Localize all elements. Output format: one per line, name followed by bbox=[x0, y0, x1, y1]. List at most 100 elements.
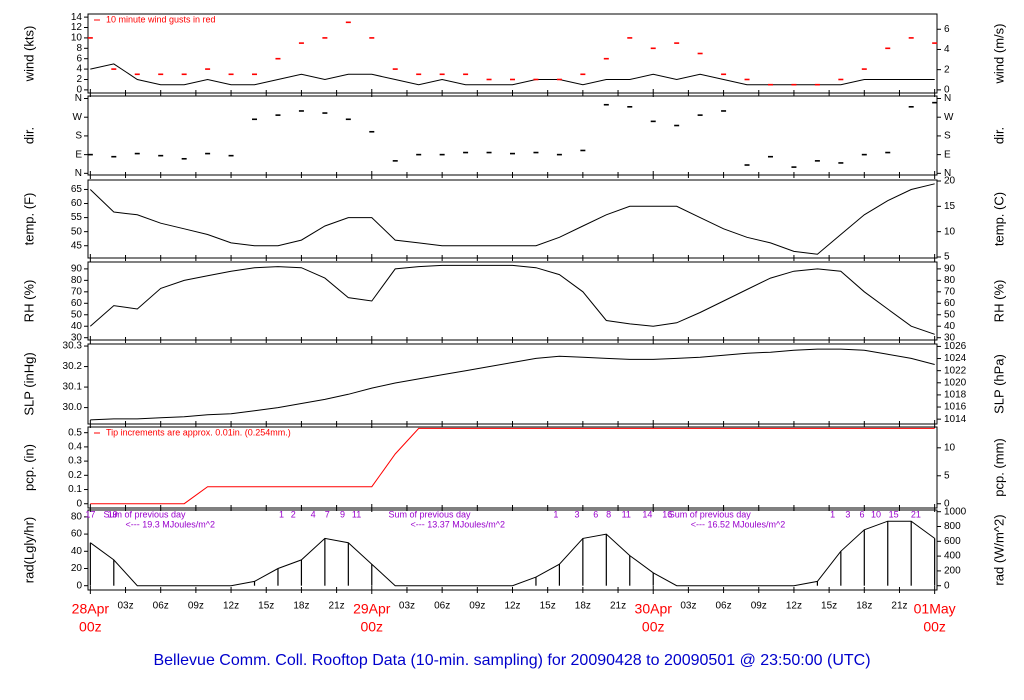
y2-tick-label: 80 bbox=[944, 275, 956, 286]
y2-tick-label: 30 bbox=[944, 332, 956, 343]
point bbox=[322, 112, 328, 114]
hour-label: 3 bbox=[574, 509, 579, 519]
point bbox=[674, 42, 680, 44]
point bbox=[181, 157, 187, 160]
y-tick-label: 30.1 bbox=[63, 382, 83, 393]
y-tick-label: 0.5 bbox=[68, 427, 82, 438]
point bbox=[158, 154, 164, 157]
panel-frame bbox=[87, 261, 938, 341]
y2-tick-label: E bbox=[944, 149, 951, 160]
hour-label: 15 bbox=[889, 509, 899, 519]
y-tick-label: 60 bbox=[71, 298, 83, 309]
y2-axis-label: SLP (hPa) bbox=[991, 354, 1006, 414]
point bbox=[791, 83, 797, 86]
point bbox=[439, 73, 445, 76]
point bbox=[369, 37, 375, 39]
y-tick-label: 50 bbox=[71, 309, 83, 320]
point bbox=[580, 73, 586, 76]
point bbox=[134, 73, 140, 76]
point bbox=[650, 47, 656, 50]
y-tick-label: 30.0 bbox=[63, 402, 83, 413]
y-tick-label: W bbox=[73, 112, 83, 123]
point bbox=[275, 114, 281, 116]
y-tick-label: 14 bbox=[71, 12, 83, 23]
y2-axis-label: temp. (C) bbox=[991, 192, 1006, 246]
y2-tick-label: 20 bbox=[944, 176, 956, 187]
point bbox=[744, 78, 750, 81]
y2-tick-label: 10 bbox=[944, 442, 956, 453]
panel-frame bbox=[87, 509, 938, 591]
hour-label: 14 bbox=[642, 509, 652, 519]
date-hour-label: 00z bbox=[360, 619, 383, 635]
y-tick-label: 6 bbox=[76, 53, 82, 64]
y2-axis-label: rad (W/m^2) bbox=[991, 514, 1006, 585]
point bbox=[345, 21, 351, 24]
point bbox=[908, 37, 914, 39]
panel-frame bbox=[87, 343, 938, 425]
point bbox=[87, 37, 93, 39]
x-tick-label: 21z bbox=[329, 601, 345, 612]
point bbox=[721, 73, 727, 76]
y-tick-label: 0 bbox=[76, 580, 82, 591]
date-label: 28Apr bbox=[72, 601, 110, 617]
y2-tick-label: 1018 bbox=[944, 390, 967, 401]
point bbox=[463, 151, 469, 154]
x-tick-label: 12z bbox=[786, 601, 802, 612]
y2-tick-label: 1000 bbox=[944, 506, 967, 517]
point bbox=[463, 73, 469, 76]
line bbox=[90, 348, 935, 421]
hour-label: 4 bbox=[311, 509, 316, 519]
y-axis-label: RH (%) bbox=[21, 280, 36, 323]
point bbox=[369, 130, 375, 133]
y-axis-label: rad(Lgly/hr) bbox=[21, 517, 36, 583]
x-tick-label: 06z bbox=[434, 601, 450, 612]
y2-tick-label: N bbox=[944, 168, 951, 179]
hour-label: 21 bbox=[911, 509, 921, 519]
x-tick-label: 03z bbox=[117, 601, 133, 612]
point bbox=[885, 47, 891, 50]
hour-label: 16 bbox=[662, 509, 672, 519]
point bbox=[486, 151, 492, 154]
y2-tick-label: 0 bbox=[944, 580, 950, 591]
date-hour-label: 00z bbox=[923, 619, 946, 635]
y2-tick-label: N bbox=[944, 93, 951, 104]
y2-tick-label: 6 bbox=[944, 24, 950, 35]
point bbox=[439, 153, 445, 156]
x-tick-label: 06z bbox=[153, 601, 169, 612]
y2-tick-label: 10 bbox=[944, 226, 956, 237]
y2-tick-label: 1020 bbox=[944, 377, 967, 388]
y-tick-label: 20 bbox=[71, 563, 83, 574]
y-tick-label: 40 bbox=[71, 321, 83, 332]
hour-label: 3 bbox=[845, 509, 850, 519]
y2-axis-label: dir. bbox=[991, 127, 1006, 144]
x-tick-label: 15z bbox=[258, 601, 274, 612]
hour-label: 17 bbox=[85, 509, 95, 519]
point bbox=[111, 68, 117, 70]
y2-tick-label: 5 bbox=[944, 470, 950, 481]
x-tick-label: 18z bbox=[293, 601, 309, 612]
y-tick-label: 55 bbox=[71, 212, 83, 223]
x-tick-label: 09z bbox=[188, 601, 204, 612]
hour-label: 9 bbox=[340, 509, 345, 519]
daily-sum-value: <--- 16.52 MJoules/m^2 bbox=[691, 519, 786, 529]
y2-axis-label: RH (%) bbox=[991, 280, 1006, 323]
y2-tick-label: 2 bbox=[944, 64, 950, 75]
point bbox=[510, 78, 515, 81]
y2-axis-label: wind (m/s) bbox=[991, 24, 1006, 85]
point bbox=[580, 149, 586, 152]
point bbox=[205, 68, 211, 70]
y-axis-label: pcp. (in) bbox=[21, 444, 36, 491]
x-tick-label: 12z bbox=[504, 601, 520, 612]
point bbox=[392, 68, 398, 70]
point bbox=[721, 110, 727, 112]
x-tick-label: 18z bbox=[575, 601, 591, 612]
y-tick-label: 65 bbox=[71, 184, 83, 195]
y-tick-label: 0.1 bbox=[68, 484, 82, 495]
point bbox=[322, 37, 328, 39]
point bbox=[298, 110, 304, 112]
point bbox=[767, 155, 773, 158]
date-label: 01May bbox=[914, 601, 956, 617]
y-tick-label: 45 bbox=[71, 240, 83, 251]
y2-tick-label: W bbox=[944, 112, 954, 123]
